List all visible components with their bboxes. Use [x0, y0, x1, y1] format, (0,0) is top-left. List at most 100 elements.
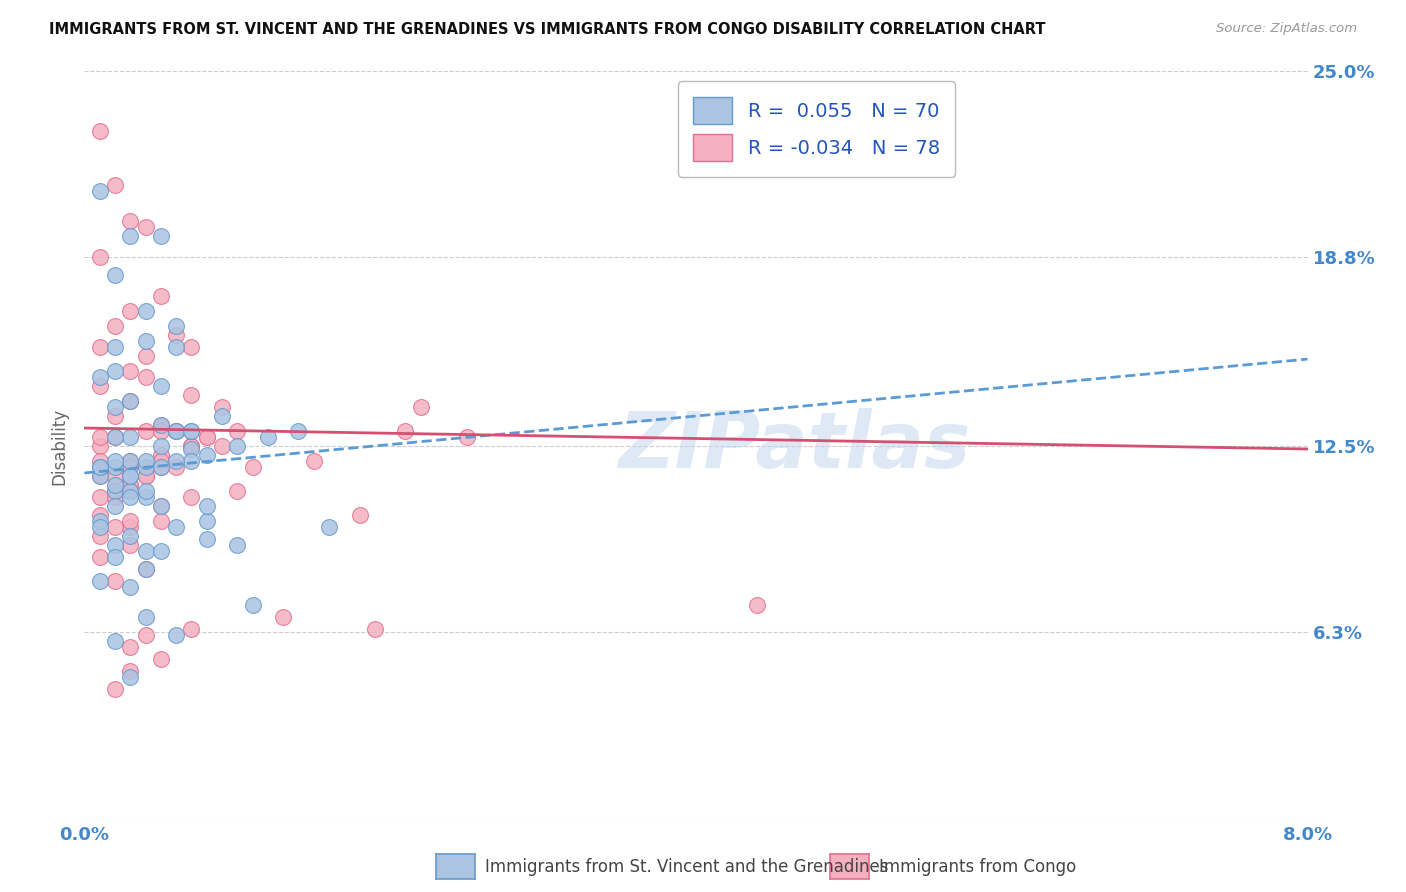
Point	[120, 394, 142, 409]
Text: Immigrants from Congo: Immigrants from Congo	[879, 858, 1076, 876]
Point	[120, 520, 142, 534]
Point	[120, 394, 142, 409]
Point	[165, 454, 187, 468]
Point	[104, 490, 127, 504]
Text: Source: ZipAtlas.com: Source: ZipAtlas.com	[1216, 22, 1357, 36]
Point	[104, 268, 127, 282]
Point	[195, 430, 218, 444]
Point	[242, 598, 264, 612]
Point	[180, 439, 202, 453]
Point	[89, 469, 111, 483]
Point	[104, 538, 127, 552]
Point	[135, 460, 157, 475]
Point	[104, 574, 127, 588]
Point	[120, 580, 142, 594]
Point	[180, 622, 202, 636]
Point	[165, 520, 187, 534]
Point	[135, 628, 157, 642]
Point	[89, 574, 111, 588]
Point	[120, 640, 142, 654]
Point	[456, 430, 478, 444]
Point	[135, 349, 157, 363]
Point	[89, 340, 111, 354]
Point	[195, 430, 218, 444]
Point	[165, 628, 187, 642]
Point	[242, 460, 264, 475]
Point	[104, 483, 127, 498]
Point	[89, 529, 111, 543]
Point	[257, 430, 280, 444]
Point	[165, 424, 187, 438]
Point	[349, 508, 371, 522]
Point	[165, 328, 187, 343]
Point	[104, 483, 127, 498]
Point	[226, 424, 249, 438]
Point	[104, 478, 127, 492]
Point	[195, 514, 218, 528]
Point	[135, 334, 157, 348]
Point	[165, 319, 187, 334]
Point	[120, 469, 142, 483]
Point	[104, 430, 127, 444]
Point	[165, 340, 187, 354]
Text: IMMIGRANTS FROM ST. VINCENT AND THE GRENADINES VS IMMIGRANTS FROM CONGO DISABILI: IMMIGRANTS FROM ST. VINCENT AND THE GREN…	[49, 22, 1046, 37]
Point	[271, 610, 294, 624]
Point	[149, 439, 172, 453]
Point	[180, 388, 202, 402]
Point	[149, 652, 172, 666]
Point	[89, 520, 111, 534]
Point	[135, 490, 157, 504]
Point	[120, 478, 142, 492]
Point	[149, 460, 172, 475]
Point	[120, 514, 142, 528]
Point	[165, 424, 187, 438]
Point	[89, 250, 111, 264]
Point	[104, 178, 127, 193]
Point	[135, 562, 157, 576]
Point	[180, 439, 202, 453]
Point	[120, 304, 142, 318]
Point	[120, 483, 142, 498]
Point	[104, 454, 127, 468]
Point	[211, 439, 233, 453]
Y-axis label: Disability: Disability	[51, 408, 69, 484]
Point	[89, 439, 111, 453]
Point	[104, 633, 127, 648]
Point	[135, 370, 157, 384]
Point	[120, 364, 142, 378]
Point	[104, 499, 127, 513]
Point	[120, 469, 142, 483]
Point	[120, 214, 142, 228]
Point	[149, 417, 172, 432]
Point	[149, 460, 172, 475]
Point	[180, 340, 202, 354]
Point	[180, 424, 202, 438]
Point	[120, 483, 142, 498]
Point	[89, 460, 111, 475]
Point	[180, 490, 202, 504]
Point	[104, 549, 127, 564]
Point	[104, 460, 127, 475]
Point	[149, 289, 172, 303]
Point	[120, 430, 142, 444]
Point	[104, 409, 127, 423]
Point	[211, 400, 233, 414]
Point	[226, 538, 249, 552]
Point	[89, 514, 111, 528]
Point	[747, 598, 769, 612]
Point	[135, 544, 157, 558]
Point	[149, 229, 172, 244]
Point	[120, 454, 142, 468]
Point	[180, 424, 202, 438]
Point	[149, 424, 172, 438]
Point	[104, 400, 127, 414]
Point	[180, 454, 202, 468]
Point	[104, 319, 127, 334]
Point	[120, 229, 142, 244]
Point	[149, 499, 172, 513]
Point	[120, 460, 142, 475]
Point	[149, 454, 172, 468]
Point	[135, 469, 157, 483]
Point	[120, 483, 142, 498]
Point	[318, 520, 340, 534]
